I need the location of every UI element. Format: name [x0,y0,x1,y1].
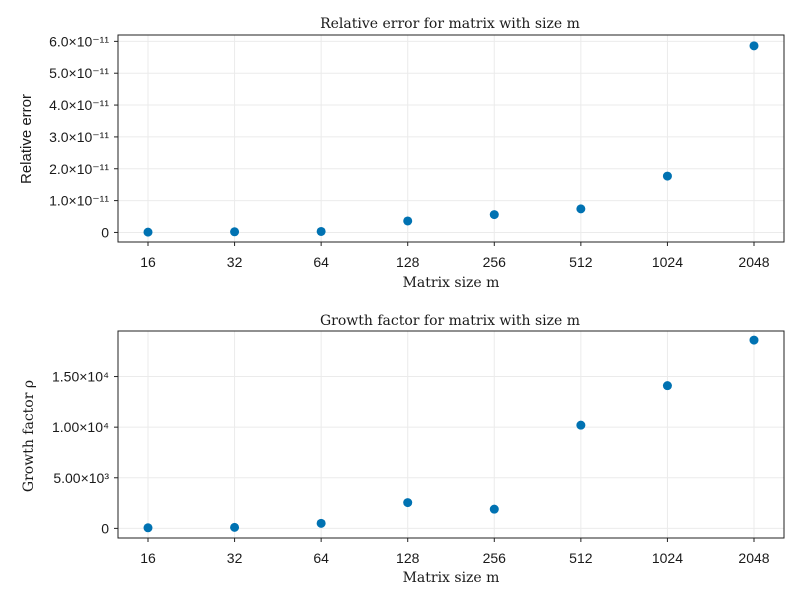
x-tick-label: 16 [140,254,156,270]
x-axis-label: Matrix size m [403,570,500,586]
data-point [230,227,240,237]
x-tick-label: 32 [227,550,243,566]
y-tick-label: 1.0×10⁻¹¹ [49,193,109,209]
data-point [749,41,759,51]
growth-factor-panel: Growth factor for matrix with size m 16 3… [21,313,785,586]
y-tick-label: 1.50×10⁴ [52,369,109,385]
data-point [662,381,672,391]
x-axis: 16 32 64 128 256 512 1024 2048 [140,538,770,566]
data-point [143,523,153,533]
data-point [316,518,326,528]
x-tick-label: 16 [140,550,156,566]
data-point [143,227,153,237]
y-axis-label: Relative error [18,94,35,184]
x-tick-label: 1024 [652,254,683,270]
y-axis: 0 1.0×10⁻¹¹ 2.0×10⁻¹¹ 3.0×10⁻¹¹ 4.0×10⁻¹¹ 5.0… [49,33,118,240]
data-points [143,41,759,237]
data-point [662,171,672,181]
data-point [316,226,326,236]
grid [118,35,784,242]
x-tick-label: 32 [227,254,243,270]
data-point [489,210,499,220]
x-axis-label: Matrix size m [403,275,500,291]
data-point [230,522,240,532]
x-tick-label: 2048 [738,254,769,270]
x-tick-label: 64 [313,254,329,270]
x-axis: 16 32 64 128 256 512 1024 2048 [140,242,770,270]
data-point [576,420,586,430]
y-axis-label: Growth factor ρ [21,380,37,492]
y-tick-label: 1.00×10⁴ [52,419,109,435]
data-point [403,498,413,508]
data-point [489,504,499,514]
plot-frame [117,34,785,243]
data-point [403,216,413,226]
data-point [576,204,586,214]
relative-error-panel: Relative error for matrix with size m 16… [18,16,785,291]
y-tick-label: 3.0×10⁻¹¹ [49,129,109,145]
x-tick-label: 512 [569,254,593,270]
x-tick-label: 128 [396,254,420,270]
x-tick-label: 64 [313,550,329,566]
data-point [749,335,759,345]
x-tick-label: 256 [483,254,507,270]
y-tick-label: 5.0×10⁻¹¹ [49,65,109,81]
y-axis: 0 5.00×10³ 1.00×10⁴ 1.50×10⁴ [52,369,118,536]
y-tick-label: 0 [101,520,109,536]
x-tick-label: 512 [569,550,593,566]
y-tick-label: 5.00×10³ [53,470,109,486]
x-tick-label: 1024 [652,550,683,566]
y-tick-label: 4.0×10⁻¹¹ [49,97,109,113]
chart-title: Growth factor for matrix with size m [320,313,580,329]
x-tick-label: 256 [483,550,507,566]
grid [118,331,784,538]
plot-frame [117,330,785,539]
y-tick-label: 2.0×10⁻¹¹ [49,161,109,177]
chart-title: Relative error for matrix with size m [320,16,580,32]
data-points [143,335,759,533]
x-tick-label: 128 [396,550,420,566]
y-tick-label: 6.0×10⁻¹¹ [49,33,109,49]
y-tick-label: 0 [101,224,109,240]
x-tick-label: 2048 [738,550,769,566]
